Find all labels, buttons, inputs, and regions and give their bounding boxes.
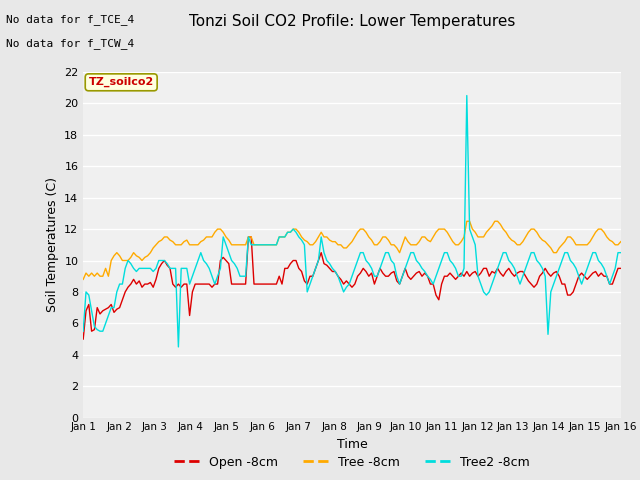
Text: No data for f_TCW_4: No data for f_TCW_4	[6, 38, 134, 49]
Legend: Open -8cm, Tree -8cm, Tree2 -8cm: Open -8cm, Tree -8cm, Tree2 -8cm	[169, 451, 535, 474]
Text: No data for f_TCE_4: No data for f_TCE_4	[6, 14, 134, 25]
X-axis label: Time: Time	[337, 438, 367, 451]
Text: TZ_soilco2: TZ_soilco2	[88, 77, 154, 87]
Text: Tonzi Soil CO2 Profile: Lower Temperatures: Tonzi Soil CO2 Profile: Lower Temperatur…	[189, 14, 515, 29]
Y-axis label: Soil Temperatures (C): Soil Temperatures (C)	[45, 177, 58, 312]
